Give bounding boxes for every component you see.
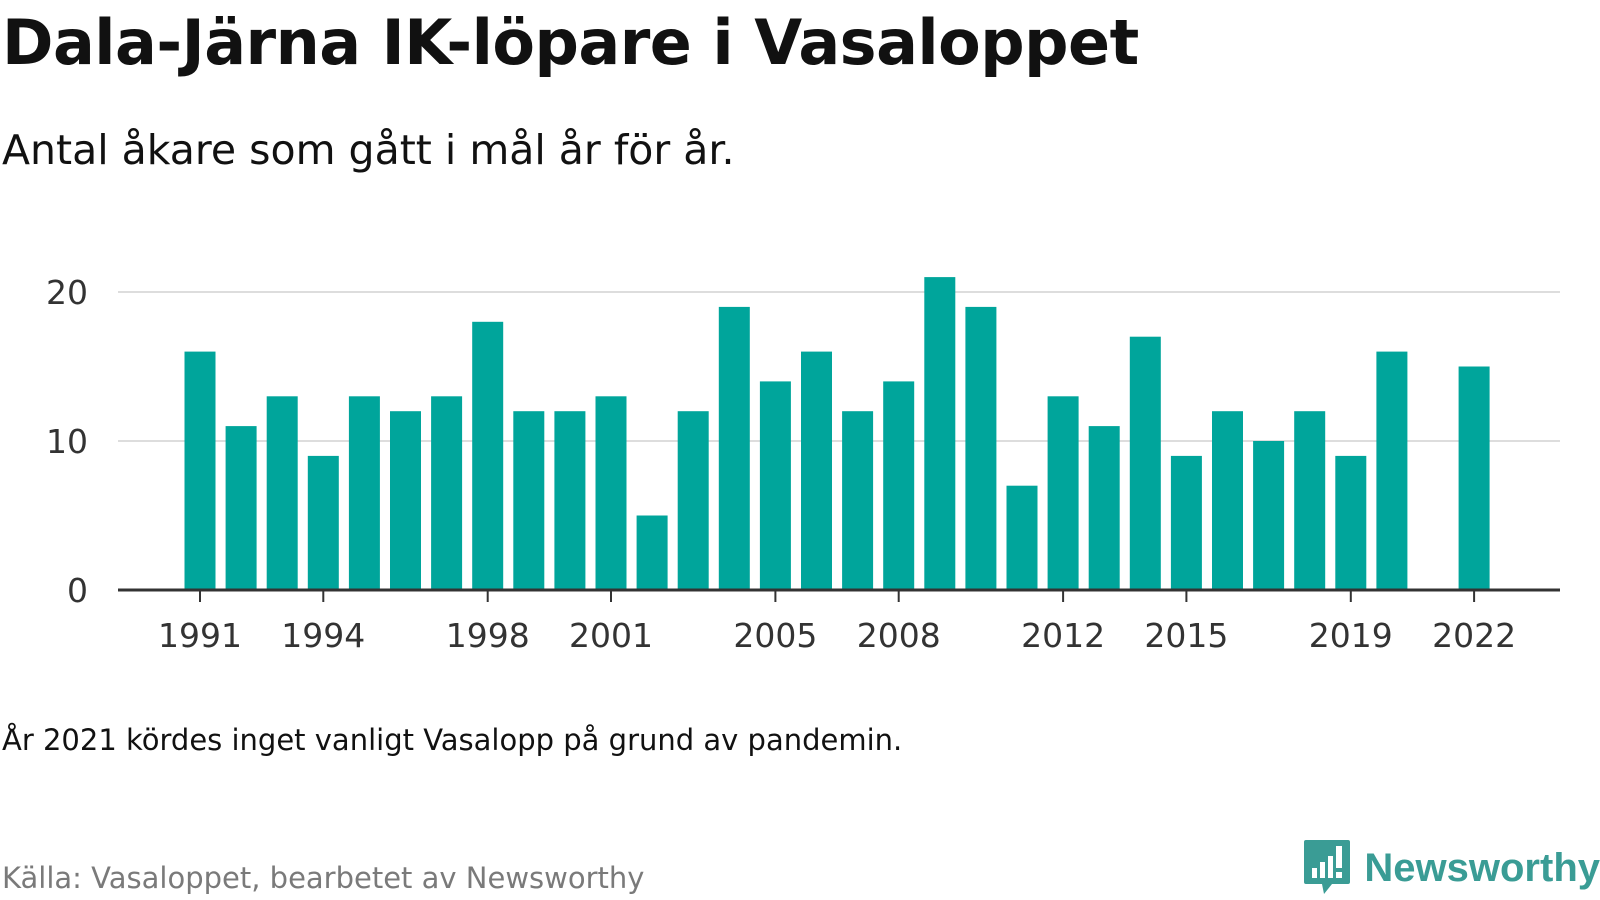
source-credit: Källa: Vasaloppet, bearbetet av Newswort… xyxy=(2,861,645,895)
bar xyxy=(677,411,709,590)
x-tick-label: 2008 xyxy=(857,616,941,655)
bar xyxy=(883,381,915,590)
x-tick-label: 2005 xyxy=(733,616,817,655)
bar xyxy=(184,351,216,590)
bar xyxy=(1335,455,1367,590)
chart-subtitle: Antal åkare som gått i mål år för år. xyxy=(2,126,735,174)
bar xyxy=(390,411,421,590)
bar xyxy=(431,396,463,590)
y-tick-label: 10 xyxy=(46,422,88,461)
chart-note: År 2021 kördes inget vanligt Vasalopp på… xyxy=(2,723,903,757)
bar xyxy=(1294,411,1326,590)
x-tick-label: 2012 xyxy=(1021,616,1105,655)
bar xyxy=(513,411,545,590)
x-tick-label: 1994 xyxy=(281,616,365,655)
newsworthy-logo-icon xyxy=(1304,840,1351,894)
bars xyxy=(184,277,1490,590)
x-tick-label: 2001 xyxy=(569,616,653,655)
bar xyxy=(225,426,257,590)
bar xyxy=(759,381,791,590)
bar xyxy=(1170,455,1202,590)
bar xyxy=(842,411,874,590)
bar xyxy=(307,455,339,590)
brand-name: Newsworthy xyxy=(1364,845,1600,890)
bar xyxy=(348,396,380,590)
y-tick-label: 0 xyxy=(67,571,88,610)
y-axis-labels: 0 10 20 xyxy=(46,273,88,610)
bar xyxy=(554,411,586,590)
bar xyxy=(595,396,627,590)
bar xyxy=(1047,396,1079,590)
bar xyxy=(718,306,750,590)
bar xyxy=(472,321,504,590)
x-tick-label: 2015 xyxy=(1144,616,1228,655)
bar-chart: 1991 1994 1998 2001 2005 2008 2012 2015 2019 2022… xyxy=(46,273,1560,655)
x-tick-label: 1998 xyxy=(446,616,530,655)
newsworthy-logo: Newsworthy xyxy=(1302,838,1600,898)
bar xyxy=(965,306,997,590)
gridlines xyxy=(118,291,1560,442)
chart-title: Dala-Järna IK-löpare i Vasaloppet xyxy=(2,6,1139,79)
bar xyxy=(1212,411,1243,590)
x-tick-label: 2019 xyxy=(1309,616,1393,655)
bar xyxy=(266,396,298,590)
bar xyxy=(1376,351,1408,590)
bar xyxy=(1129,336,1161,590)
bar xyxy=(924,277,956,590)
bar xyxy=(1253,441,1285,590)
y-tick-label: 20 xyxy=(46,273,88,312)
x-tick-label: 2022 xyxy=(1432,616,1516,655)
bar xyxy=(801,351,832,590)
bar xyxy=(1088,426,1120,590)
bar xyxy=(1006,485,1038,590)
x-tick-label: 1991 xyxy=(158,616,242,655)
x-axis: 1991 1994 1998 2001 2005 2008 2012 2015 2019 2022 xyxy=(118,588,1560,655)
bar xyxy=(636,515,668,590)
bar xyxy=(1458,366,1490,590)
